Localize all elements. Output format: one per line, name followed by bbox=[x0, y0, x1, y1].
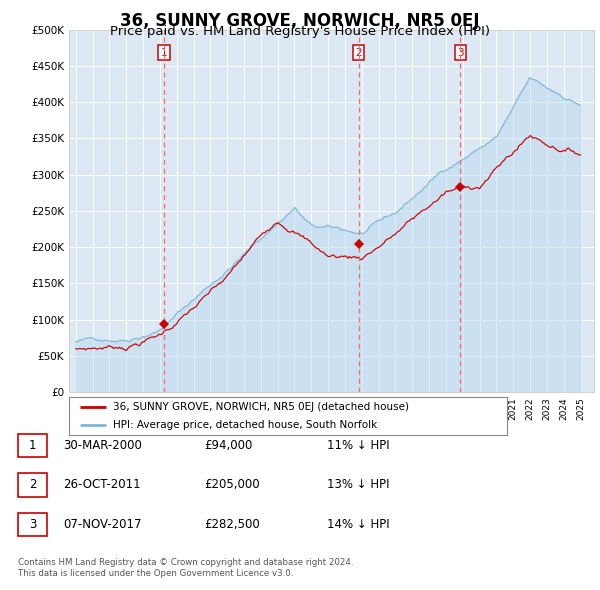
Text: 36, SUNNY GROVE, NORWICH, NR5 0EJ (detached house): 36, SUNNY GROVE, NORWICH, NR5 0EJ (detac… bbox=[113, 402, 409, 412]
Text: 13% ↓ HPI: 13% ↓ HPI bbox=[327, 478, 389, 491]
Text: £282,500: £282,500 bbox=[204, 518, 260, 531]
Text: £94,000: £94,000 bbox=[204, 439, 253, 452]
Text: 3: 3 bbox=[29, 518, 36, 531]
Text: £205,000: £205,000 bbox=[204, 478, 260, 491]
Text: 1: 1 bbox=[161, 48, 167, 58]
Text: Contains HM Land Registry data © Crown copyright and database right 2024.: Contains HM Land Registry data © Crown c… bbox=[18, 558, 353, 567]
Text: Price paid vs. HM Land Registry's House Price Index (HPI): Price paid vs. HM Land Registry's House … bbox=[110, 25, 490, 38]
Text: 07-NOV-2017: 07-NOV-2017 bbox=[63, 518, 142, 531]
Text: 3: 3 bbox=[457, 48, 464, 58]
Text: 14% ↓ HPI: 14% ↓ HPI bbox=[327, 518, 389, 531]
Text: 1: 1 bbox=[29, 439, 36, 452]
Text: 30-MAR-2000: 30-MAR-2000 bbox=[63, 439, 142, 452]
Text: 11% ↓ HPI: 11% ↓ HPI bbox=[327, 439, 389, 452]
Text: 2: 2 bbox=[29, 478, 36, 491]
Text: This data is licensed under the Open Government Licence v3.0.: This data is licensed under the Open Gov… bbox=[18, 569, 293, 578]
Text: 26-OCT-2011: 26-OCT-2011 bbox=[63, 478, 140, 491]
Text: 2: 2 bbox=[355, 48, 362, 58]
Text: HPI: Average price, detached house, South Norfolk: HPI: Average price, detached house, Sout… bbox=[113, 420, 377, 430]
Text: 36, SUNNY GROVE, NORWICH, NR5 0EJ: 36, SUNNY GROVE, NORWICH, NR5 0EJ bbox=[120, 12, 480, 30]
